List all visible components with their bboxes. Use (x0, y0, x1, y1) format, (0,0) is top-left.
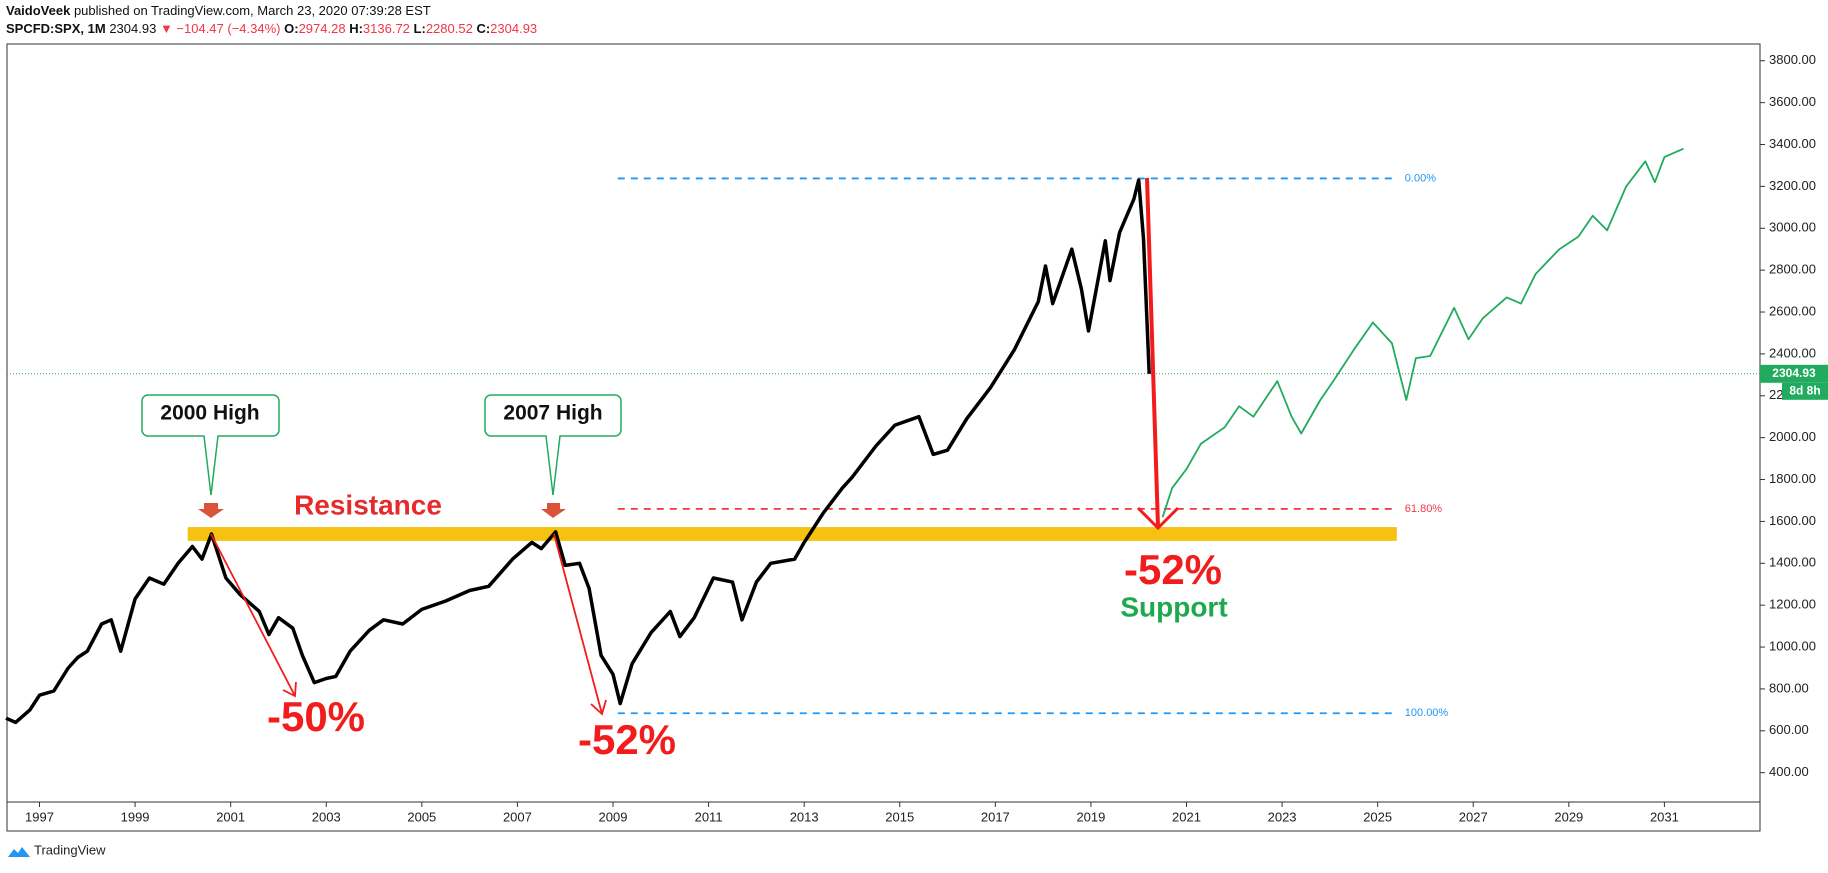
y-tick-label: 2000.00 (1769, 429, 1816, 444)
published: published on TradingView.com, March 23, … (74, 3, 431, 18)
callout-text: 2000 High (160, 402, 259, 425)
fib-label: 0.00% (1405, 172, 1436, 184)
resistance-label: Resistance (294, 489, 442, 520)
callout-2007: 2007 High (484, 394, 622, 518)
x-tick-label: 1999 (121, 809, 150, 824)
countdown-tag (1782, 382, 1828, 400)
arrow-head (1136, 506, 1180, 531)
symbol-line: SPCFD:SPX, 1M 2304.93 ▼ −104.47 (−4.34%)… (6, 21, 537, 36)
y-tick-label: 3200.00 (1769, 178, 1816, 193)
y-tick-label: 2400.00 (1769, 345, 1816, 360)
y-tick-label: 2600.00 (1769, 303, 1816, 318)
y-tick-label: 1000.00 (1769, 638, 1816, 653)
callout-text: 2007 High (503, 402, 602, 425)
change: ▼ −104.47 (−4.34%) (160, 21, 281, 36)
x-tick-label: 2023 (1268, 809, 1297, 824)
ohlc-value: 2280.52 (426, 21, 473, 36)
y-tick-label: 3600.00 (1769, 94, 1816, 109)
arrow-head (590, 699, 607, 716)
y-tick-label: 600.00 (1769, 722, 1809, 737)
callout-2000: 2000 High (141, 394, 280, 518)
drop-label: -52% (578, 716, 676, 763)
drop-label: -50% (267, 693, 365, 740)
x-tick-label: 1997 (25, 809, 54, 824)
x-tick-label: 2031 (1650, 809, 1679, 824)
price-line (1161, 147, 1684, 518)
arrow (553, 533, 603, 715)
callout-box (141, 394, 280, 496)
y-tick-label: 1600.00 (1769, 513, 1816, 528)
y-tick-label: 800.00 (1769, 680, 1809, 695)
x-tick-label: 2003 (312, 809, 341, 824)
x-tick-label: 2021 (1172, 809, 1201, 824)
drop-label: -52% (1124, 546, 1222, 593)
resistance-band (187, 527, 1397, 541)
x-tick-label: 2013 (790, 809, 819, 824)
drop-arrows (210, 177, 1180, 716)
y-tick-label: 1200.00 (1769, 597, 1816, 612)
price-tag-label: 2304.93 (1772, 366, 1816, 380)
x-tick-label: 2019 (1076, 809, 1105, 824)
arrow-head (282, 681, 297, 698)
callout-box (484, 394, 622, 496)
arrow (210, 533, 296, 697)
y-tick-label: 3800.00 (1769, 52, 1816, 67)
x-tick-label: 2007 (503, 809, 532, 824)
fib-label: 100.00% (1405, 707, 1449, 719)
x-tick-label: 2009 (599, 809, 628, 824)
y-tick-label: 3400.00 (1769, 136, 1816, 151)
y-tick-label: 2800.00 (1769, 262, 1816, 277)
price-tag (1760, 364, 1828, 383)
ohlc-label: L: (414, 21, 426, 36)
marker (541, 503, 566, 518)
x-tick-label: 2005 (407, 809, 436, 824)
x-tick-label: 2025 (1363, 809, 1392, 824)
x-tick-label: 2011 (695, 809, 723, 824)
y-tick-label: 3000.00 (1769, 220, 1816, 235)
arrow (1145, 177, 1160, 528)
marker (198, 503, 224, 518)
price-line (5, 178, 1151, 725)
brand: TradingView (34, 842, 106, 857)
countdown-label: 8d 8h (1789, 383, 1820, 397)
ohlc-value: 3136.72 (363, 21, 410, 36)
ohlc-label: O: (284, 21, 298, 36)
fib-label: 61.80% (1405, 503, 1443, 515)
y-tick-label: 1400.00 (1769, 555, 1816, 570)
ohlc-label: H: (349, 21, 363, 36)
header-line: VaidoVeek published on TradingView.com, … (6, 3, 431, 18)
symbol: SPCFD:SPX, 1M (6, 21, 106, 36)
y-tick-label: 400.00 (1769, 764, 1809, 779)
x-tick-label: 2027 (1459, 809, 1488, 824)
ohlc-label: C: (476, 21, 490, 36)
logo (8, 847, 30, 857)
x-tick-label: 2017 (981, 809, 1010, 824)
ohlc-value: 2304.93 (490, 21, 537, 36)
x-tick-label: 2029 (1554, 809, 1583, 824)
support-label: Support (1120, 591, 1227, 622)
y-tick-label: 1800.00 (1769, 471, 1816, 486)
x-tick-label: 2001 (216, 809, 245, 824)
ohlc-value: 2974.28 (299, 21, 346, 36)
author: VaidoVeek (6, 3, 71, 18)
last: 2304.93 (109, 21, 156, 36)
x-tick-label: 2015 (885, 809, 914, 824)
